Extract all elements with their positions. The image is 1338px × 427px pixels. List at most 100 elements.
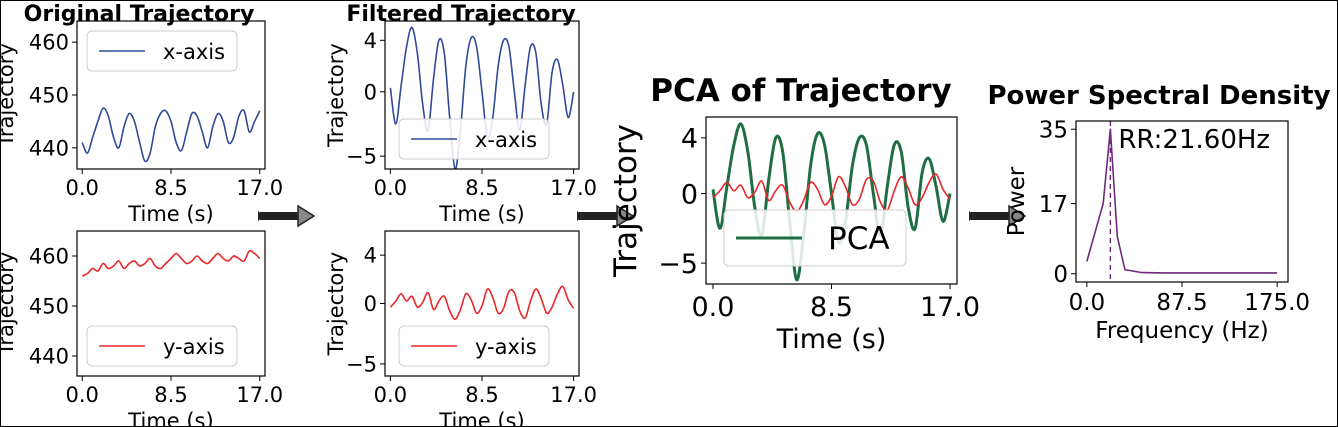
y-tick-label: 4 <box>681 124 698 155</box>
series-group <box>81 249 261 277</box>
panel-original-y: 0.0 8.5 17.0 440 450 460 Time (s) Trajectory y-a… <box>1 230 283 426</box>
x-axis-label: Time (s) <box>438 202 524 226</box>
y-tick-label: 0 <box>364 80 377 104</box>
series-line-x-axis <box>81 107 261 163</box>
y-tick-label: 35 <box>1039 118 1068 144</box>
y-tick-label: 440 <box>29 345 69 369</box>
x-tick-label: 8.5 <box>465 383 498 407</box>
legend-label: y-axis <box>475 335 537 359</box>
x-axis-label: Time (s) <box>438 409 524 426</box>
x-tick-label: 0.0 <box>66 383 99 407</box>
legend: x-axis <box>86 30 238 72</box>
x-tick-label: 17.0 <box>550 383 597 407</box>
y-tick-label: 450 <box>29 295 69 319</box>
y-axis-label: Trajectory <box>1 252 18 357</box>
x-tick-label: 8.5 <box>154 176 187 200</box>
arrow-head <box>297 204 316 228</box>
panel-title: Power Spectral Density <box>987 81 1330 111</box>
x-tick-label: 8.5 <box>154 383 187 407</box>
x-axis-label: Time (s) <box>776 324 887 355</box>
series-group <box>711 122 952 282</box>
arrow-shaft <box>971 212 1011 220</box>
y-axis-label: Trajectory <box>1 43 18 148</box>
y-tick-label: 4 <box>364 29 377 53</box>
x-tick-label: 8.5 <box>810 292 853 323</box>
x-tick-label: 0.0 <box>691 292 734 323</box>
series-group <box>389 26 575 169</box>
y-tick-label: −5 <box>346 145 377 169</box>
legend-label: y-axis <box>163 335 225 359</box>
panel-filtered-x: 0.0 8.5 17.0 −5 0 4 Time (s) Trajectory Filtered… <box>324 2 597 226</box>
panel-filtered-y: 0.0 8.5 17.0 −5 0 4 Time (s) Trajectory y-axis <box>324 230 597 426</box>
series-line-x-axis <box>389 26 575 169</box>
y-tick-label: −5 <box>346 352 377 376</box>
y-axis-label: Trajectory <box>324 43 348 148</box>
x-axis-label: Time (s) <box>127 202 213 226</box>
series-group <box>81 107 261 163</box>
y-tick-label: 0 <box>681 179 698 210</box>
arrow-head <box>616 204 635 228</box>
legend-label: PCA <box>828 221 890 257</box>
legend: y-axis <box>86 325 238 367</box>
flow-arrow <box>258 204 316 228</box>
legend: PCA <box>723 209 907 267</box>
x-tick-label: 17.0 <box>550 176 597 200</box>
series-line-series-1 <box>712 173 951 213</box>
series-line-y-axis <box>389 285 575 321</box>
legend-box <box>86 30 238 72</box>
flow-arrow <box>969 204 1027 228</box>
x-tick-label: 175.0 <box>1244 290 1310 316</box>
x-axis-label: Frequency (Hz) <box>1095 318 1268 344</box>
panel-original-x: 0.0 8.5 17.0 440 450 460 Time (s) Trajectory Ori… <box>1 2 283 226</box>
legend-box <box>398 325 550 367</box>
y-tick-label: 440 <box>29 136 69 160</box>
legend: y-axis <box>398 325 550 367</box>
arrow-tail <box>969 211 975 221</box>
legend-label: x-axis <box>163 40 225 64</box>
y-tick-label: 460 <box>29 31 69 55</box>
y-tick-label: −5 <box>658 249 698 280</box>
y-tick-label: 0 <box>364 292 377 316</box>
y-axis-label: Trajectory <box>608 124 644 278</box>
x-tick-label: 0.0 <box>374 383 407 407</box>
arrow-tail <box>577 211 583 221</box>
x-tick-label: 0.0 <box>1069 290 1106 316</box>
x-tick-label: 8.5 <box>465 176 498 200</box>
panel-psd: RR:21.60Hz 0.0 87.5 175.0 0 17 35 Frequency (Hz… <box>987 81 1330 344</box>
panel-title: PCA of Trajectory <box>650 73 951 109</box>
legend: x-axis <box>398 118 550 160</box>
y-tick-label: 460 <box>29 245 69 269</box>
x-tick-label: 17.0 <box>920 292 980 323</box>
arrow-shaft <box>579 212 619 220</box>
x-axis-label: Time (s) <box>127 409 213 426</box>
legend-box <box>398 118 550 160</box>
y-tick-label: 450 <box>29 84 69 108</box>
x-tick-label: 17.0 <box>236 176 283 200</box>
x-tick-label: 0.0 <box>374 176 407 200</box>
arrow-tail <box>258 211 264 221</box>
series-line-y-axis <box>81 249 261 277</box>
legend-box <box>723 209 907 267</box>
y-tick-label: 0 <box>1053 262 1068 288</box>
arrow-shaft <box>260 212 300 220</box>
legend-box <box>86 325 238 367</box>
x-tick-label: 0.0 <box>66 176 99 200</box>
x-tick-label: 87.5 <box>1156 290 1207 316</box>
rr-annotation: RR:21.60Hz <box>1118 125 1270 155</box>
series-group <box>389 285 575 321</box>
y-tick-label: 17 <box>1039 192 1068 218</box>
flow-arrow <box>577 204 635 228</box>
x-tick-label: 17.0 <box>236 383 283 407</box>
y-axis-label: Power <box>1004 166 1030 236</box>
series-line-series-0 <box>1086 128 1278 274</box>
y-tick-label: 4 <box>364 244 377 268</box>
panel-title: Original Trajectory <box>24 2 255 27</box>
panel-title: Filtered Trajectory <box>346 2 575 27</box>
arrow-head <box>1008 204 1027 228</box>
series-group <box>1086 128 1278 274</box>
y-axis-label: Trajectory <box>324 252 348 357</box>
legend-label: x-axis <box>475 128 537 152</box>
